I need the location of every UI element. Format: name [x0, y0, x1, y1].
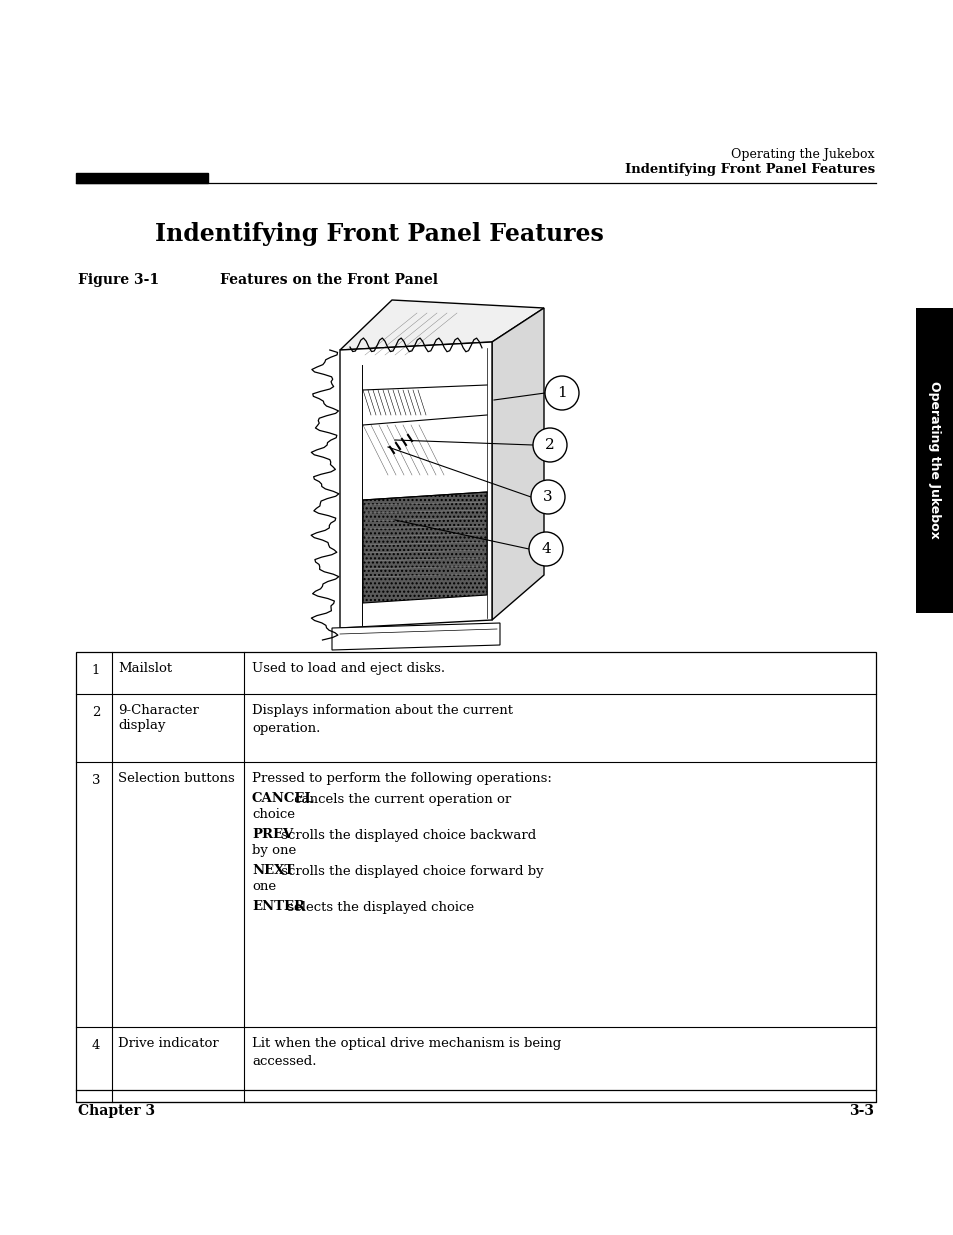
Text: Lit when the optical drive mechanism is being
accessed.: Lit when the optical drive mechanism is …	[252, 1037, 560, 1068]
Text: PREV: PREV	[252, 829, 293, 841]
Circle shape	[544, 375, 578, 410]
Text: cancels the current operation or: cancels the current operation or	[290, 793, 511, 805]
Text: CANCEL: CANCEL	[252, 793, 314, 805]
Text: Drive indicator: Drive indicator	[118, 1037, 218, 1050]
Text: Displays information about the current
operation.: Displays information about the current o…	[252, 704, 513, 735]
Text: Used to load and eject disks.: Used to load and eject disks.	[252, 662, 445, 676]
Text: selects the displayed choice: selects the displayed choice	[283, 900, 475, 914]
Text: scrolls the displayed choice backward: scrolls the displayed choice backward	[277, 829, 536, 841]
Text: 4: 4	[540, 542, 550, 556]
Text: choice: choice	[252, 808, 294, 821]
Bar	[76, 173, 208, 183]
Text: Indentifying Front Panel Features: Indentifying Front Panel Features	[624, 163, 874, 177]
Text: 4: 4	[91, 1039, 100, 1052]
Polygon shape	[363, 492, 486, 603]
Text: 9-Character
display: 9-Character display	[118, 704, 198, 732]
Text: 2: 2	[91, 706, 100, 719]
Text: 3-3: 3-3	[848, 1104, 873, 1118]
Text: by one: by one	[252, 844, 296, 857]
Text: Figure 3-1: Figure 3-1	[78, 273, 159, 287]
Text: Indentifying Front Panel Features: Indentifying Front Panel Features	[154, 222, 603, 246]
Text: one: one	[252, 881, 275, 893]
Circle shape	[529, 532, 562, 566]
Bar	[76, 652, 875, 1102]
Text: Operating the Jukebox: Operating the Jukebox	[731, 148, 874, 161]
Text: NEXT: NEXT	[252, 864, 294, 878]
Text: 1: 1	[557, 387, 566, 400]
Bar	[915, 308, 953, 613]
Text: ENTER: ENTER	[252, 900, 305, 914]
Text: Pressed to perform the following operations:: Pressed to perform the following operati…	[252, 772, 551, 785]
Text: scrolls the displayed choice forward by: scrolls the displayed choice forward by	[277, 864, 543, 878]
Circle shape	[531, 480, 564, 514]
Text: 2: 2	[544, 438, 555, 452]
Text: Mailslot: Mailslot	[118, 662, 172, 676]
Circle shape	[533, 429, 566, 462]
Text: Features on the Front Panel: Features on the Front Panel	[220, 273, 437, 287]
Polygon shape	[492, 308, 543, 620]
Polygon shape	[339, 342, 492, 629]
Text: Chapter 3: Chapter 3	[78, 1104, 155, 1118]
Polygon shape	[332, 622, 499, 650]
Text: Selection buttons: Selection buttons	[118, 772, 234, 785]
Polygon shape	[339, 300, 543, 350]
Text: 3: 3	[542, 490, 552, 504]
Text: 1: 1	[91, 664, 100, 677]
Text: Operating the Jukebox: Operating the Jukebox	[927, 382, 941, 538]
Text: 3: 3	[91, 774, 100, 787]
